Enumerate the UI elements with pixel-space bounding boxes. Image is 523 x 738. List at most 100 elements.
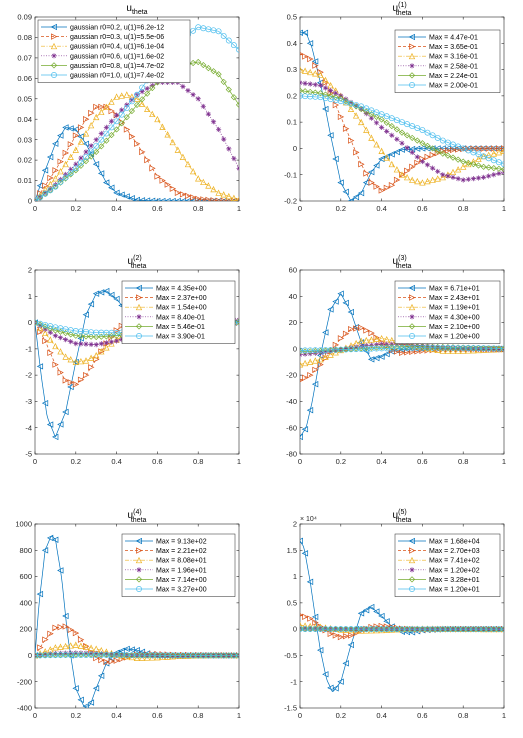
data-point [362, 347, 370, 354]
y-tick-label: 0.05 [17, 94, 32, 103]
data-point [383, 119, 390, 126]
y-tick-label: 40 [289, 292, 297, 301]
data-point [404, 132, 411, 139]
data-point [485, 164, 492, 171]
data-point [41, 400, 49, 407]
data-point [449, 347, 457, 354]
data-point [154, 197, 161, 201]
data-point [67, 626, 75, 633]
legend-label: Max = 2.00e-01 [429, 83, 478, 90]
x-tick-label: 0.4 [111, 457, 121, 466]
legend-marker [136, 294, 143, 301]
data-point [409, 342, 415, 348]
x-tick-label: 0.6 [152, 457, 162, 466]
data-point [236, 196, 239, 201]
data-point [98, 143, 105, 150]
data-point [307, 68, 314, 76]
legend: gaussian r0=0.2, u(1)=6.2e-12 gaussian r0… [37, 19, 191, 83]
data-point [37, 194, 44, 201]
x-tick-label: 0.2 [336, 711, 346, 720]
data-point [429, 132, 436, 139]
data-point [119, 336, 125, 342]
data-point [419, 140, 426, 147]
data-point [475, 175, 482, 181]
series-1 [35, 124, 239, 201]
legend-label: Max = 3.65e-01 [429, 44, 478, 51]
x-tick-label: 0.2 [71, 204, 81, 213]
data-point [496, 170, 502, 176]
data-point [149, 165, 156, 172]
data-point [404, 167, 411, 174]
data-point [57, 651, 64, 658]
data-point [200, 178, 207, 186]
data-point [62, 329, 69, 337]
data-point [501, 626, 504, 633]
data-point [47, 630, 54, 637]
data-point [67, 171, 74, 178]
data-point [301, 426, 309, 433]
data-point [342, 299, 349, 307]
series-6 [35, 652, 239, 659]
data-point [455, 146, 462, 153]
data-point [73, 341, 79, 347]
chart-panel-5: 0 0.2 0.4 0.6 0.8 1 -400 -200 0 200 400 600 800 1000 u… [15, 509, 241, 720]
data-point [57, 421, 64, 428]
data-point [184, 160, 192, 168]
y-tick-label: 0.07 [17, 53, 32, 62]
data-point [236, 165, 239, 171]
legend-label: Max = 1.20e+01 [429, 587, 480, 594]
data-point [337, 633, 345, 641]
data-point [481, 174, 487, 180]
data-point [77, 636, 85, 643]
data-point [383, 184, 391, 192]
y-tick-label: -40 [286, 397, 297, 406]
data-point [485, 145, 493, 152]
data-point [97, 289, 105, 296]
data-point [62, 642, 69, 650]
data-point [475, 162, 482, 169]
data-point [383, 113, 390, 120]
y-tick-label: 2 [28, 266, 32, 275]
x-tick-label: 0 [298, 711, 302, 720]
legend-label: Max = 7.14e+00 [156, 577, 207, 584]
data-point [368, 168, 375, 176]
data-point [124, 102, 130, 108]
data-point [475, 151, 482, 158]
x-tick-label: 0 [298, 457, 302, 466]
legend-marker [136, 547, 143, 554]
data-point [144, 653, 150, 659]
data-point [185, 192, 192, 200]
data-point [165, 653, 171, 659]
legend-label: Max = 8.08e+01 [156, 558, 207, 565]
legend-item: Max = 5.46e-01 [125, 323, 205, 331]
data-point [37, 644, 44, 651]
data-point [67, 141, 75, 148]
data-point [139, 89, 145, 95]
data-point [46, 534, 54, 542]
data-point [67, 153, 74, 160]
y-tick-label: -4 [25, 423, 32, 432]
data-point [322, 85, 329, 91]
data-point [195, 58, 202, 66]
chart-panel-1: 0 0.2 0.4 0.6 0.8 1 0 0.01 0.02 0.03 0.04 0.05 0.06 0… [17, 3, 241, 213]
data-point [108, 339, 115, 345]
y-tick-label: -3 [25, 397, 32, 406]
legend-label: Max = 2.21e+02 [156, 548, 207, 555]
data-point [236, 46, 239, 53]
data-point [98, 136, 105, 143]
data-point [470, 161, 477, 168]
chart-title: u(2) theta [128, 255, 147, 270]
x-tick-label: 0.8 [193, 457, 203, 466]
data-point [225, 86, 232, 93]
data-point [368, 107, 375, 114]
legend-item: Max = 9.13e+02 [125, 537, 207, 546]
data-point [128, 195, 135, 201]
data-point [429, 176, 436, 183]
data-point [57, 650, 64, 656]
data-point [98, 333, 105, 340]
x-tick-label: 0 [33, 711, 37, 720]
legend-label: Max = 2.10e+00 [429, 324, 480, 331]
data-point [414, 137, 421, 144]
data-point [414, 159, 421, 167]
y-tick-label: 20 [289, 318, 297, 327]
